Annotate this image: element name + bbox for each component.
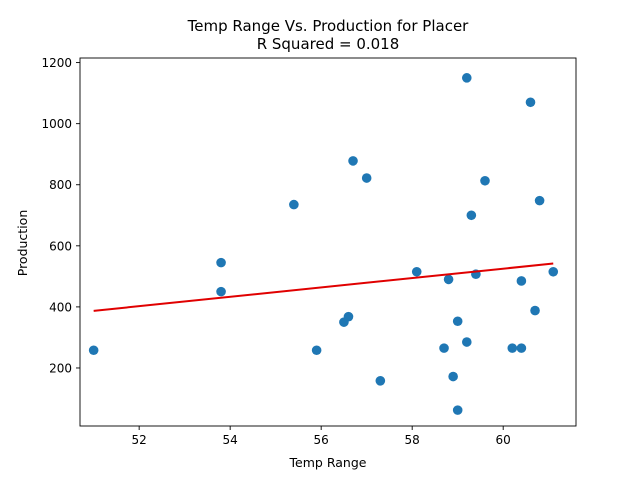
data-point xyxy=(343,311,354,322)
x-tick-label: 54 xyxy=(223,433,238,447)
data-point xyxy=(480,175,490,186)
data-point xyxy=(448,371,458,382)
data-point xyxy=(361,173,372,183)
y-tick-label: 400 xyxy=(49,300,72,314)
x-tick-label: 60 xyxy=(496,433,511,447)
y-tick-label: 1200 xyxy=(41,56,72,70)
x-tick-label: 52 xyxy=(132,433,147,447)
data-point xyxy=(534,195,545,206)
data-point xyxy=(461,337,472,347)
data-point xyxy=(452,405,463,415)
axes-frame xyxy=(79,57,577,427)
y-axis-label: Production xyxy=(15,210,30,277)
data-point xyxy=(411,266,422,277)
data-point xyxy=(348,156,358,166)
data-point xyxy=(530,305,540,316)
data-point xyxy=(216,286,226,297)
data-point xyxy=(525,97,536,108)
data-point xyxy=(516,343,527,353)
data-point xyxy=(311,345,322,356)
regression-line xyxy=(93,262,554,312)
data-point xyxy=(88,345,99,356)
data-point xyxy=(289,199,299,210)
data-point xyxy=(443,274,454,285)
y-tick-label: 200 xyxy=(49,361,72,375)
chart-subtitle: R Squared = 0.018 xyxy=(257,35,400,53)
y-tick-label: 600 xyxy=(49,239,72,253)
data-point xyxy=(452,316,463,327)
x-axis-label: Temp Range xyxy=(289,455,367,470)
data-point xyxy=(466,210,477,221)
y-tick-label: 800 xyxy=(49,178,72,192)
x-tick-label: 58 xyxy=(405,433,420,447)
chart-title: Temp Range Vs. Production for Placer xyxy=(187,17,470,35)
data-point xyxy=(375,376,386,386)
plot-area: 52 54 56 58 60 200 400 600 800 1000 1200 xyxy=(41,56,577,447)
data-point xyxy=(439,343,449,353)
data-point xyxy=(507,343,518,353)
y-tick-label: 1000 xyxy=(41,117,72,131)
data-point xyxy=(516,276,527,286)
x-tick-label: 56 xyxy=(314,433,329,447)
data-point xyxy=(548,266,559,277)
data-point xyxy=(461,73,472,83)
data-point xyxy=(216,257,226,268)
